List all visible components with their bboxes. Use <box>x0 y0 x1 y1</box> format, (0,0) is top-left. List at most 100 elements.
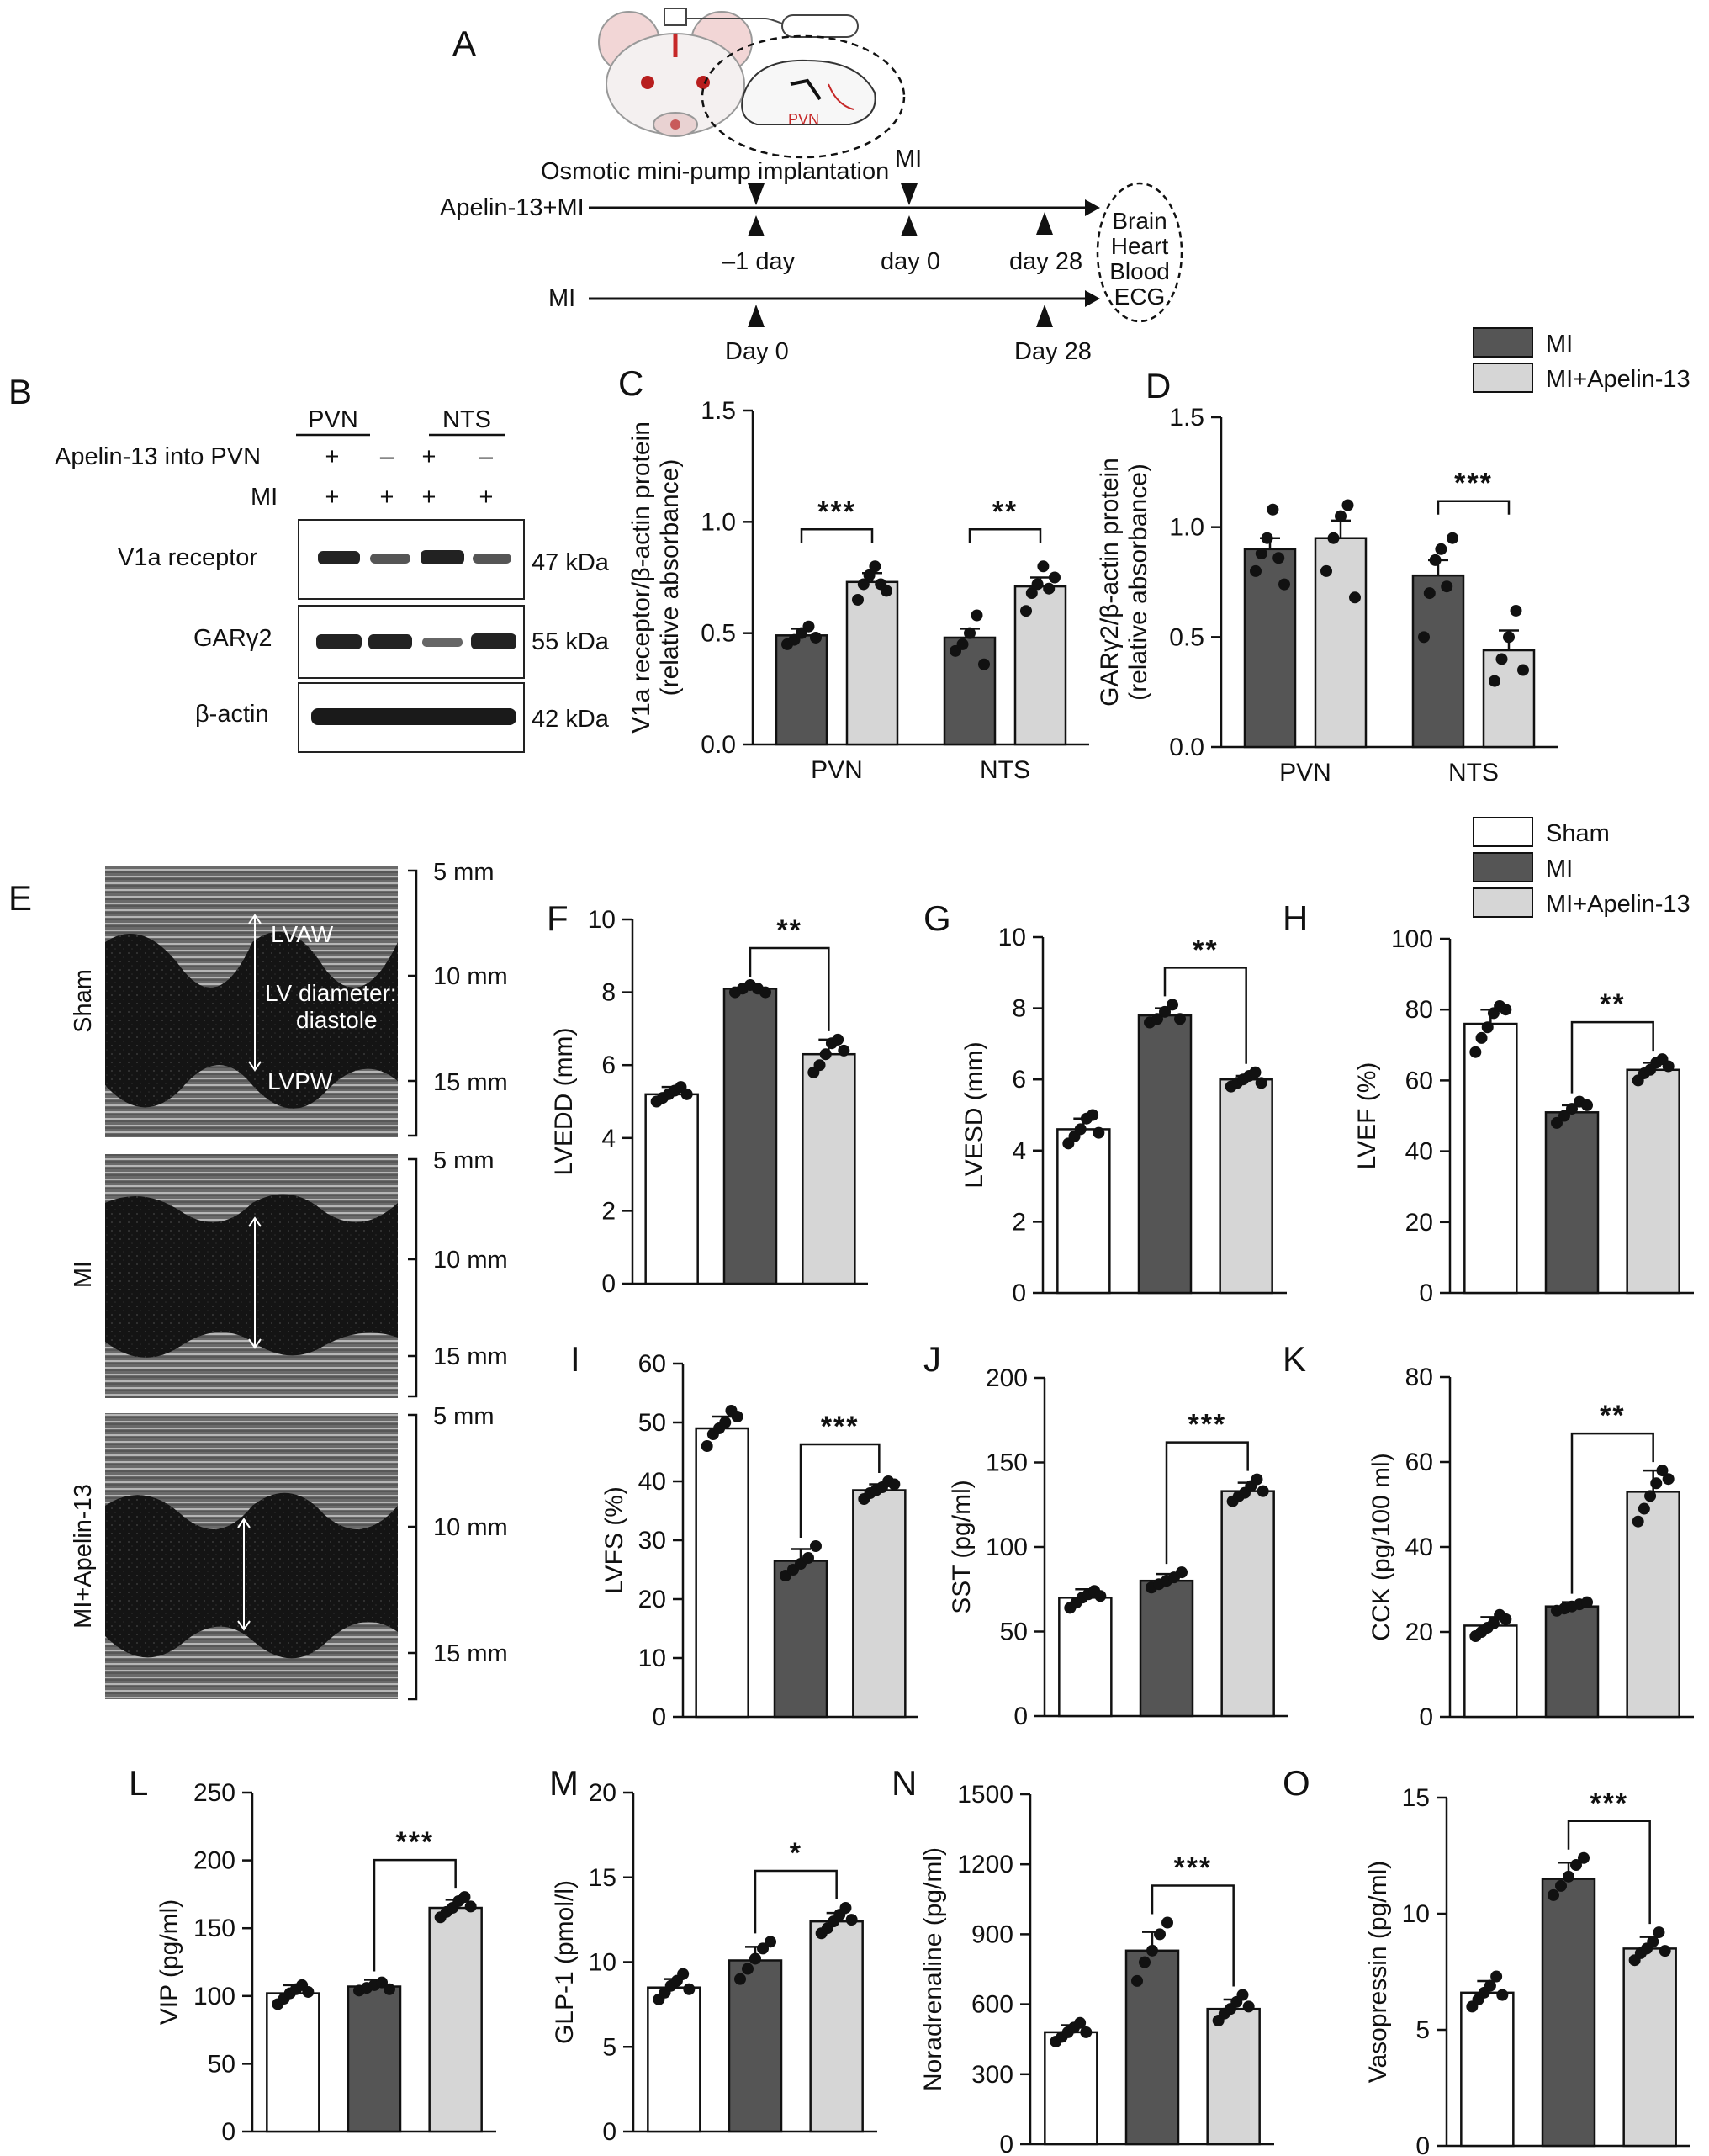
panel-letter-n: N <box>892 1763 917 1803</box>
sign: + <box>325 443 340 470</box>
y-tick-label: 900 <box>971 1920 1013 1948</box>
data-point <box>719 1417 732 1428</box>
data-point <box>1154 1928 1166 1941</box>
y-axis-label: (relative absorbance) <box>1124 464 1152 701</box>
scale-label: 5 mm <box>433 859 495 886</box>
panel-e-letter: E <box>8 878 32 918</box>
data-point <box>683 1983 696 1995</box>
y-tick-label: 8 <box>1012 995 1026 1023</box>
bar <box>1460 1991 1515 2148</box>
g2-day0-marker-icon <box>748 305 765 327</box>
echo-scale-2: 5 mm 10 mm 15 mm <box>408 1147 508 1398</box>
y-tick-label: 0.5 <box>701 620 736 648</box>
data-point <box>1495 653 1508 665</box>
data-point <box>1043 582 1056 595</box>
y-axis-label: VIP (pg/ml) <box>156 1899 183 2026</box>
data-point <box>1167 999 1178 1011</box>
data-point <box>1555 1879 1567 1892</box>
chart-m: M 0 5 10 15 20 GLP-1 (pmol/l) * <box>549 1763 877 2146</box>
data-point <box>1049 571 1061 584</box>
bar <box>647 1986 701 2133</box>
data-point <box>458 1891 471 1904</box>
significance-label: ** <box>1600 988 1625 1020</box>
legend-mid: Sham MI MI+Apelin-13 <box>1473 817 1690 918</box>
y-tick-label: 100 <box>1391 925 1433 953</box>
pump-label: Osmotic mini-pump implantation <box>541 158 889 185</box>
data-point <box>869 560 881 573</box>
sign: + <box>325 484 340 511</box>
blot-actin: β-actin 42 kDa <box>195 682 610 753</box>
chart-o: O 0 5 10 15 Vasopressin (pg/ml) *** <box>1283 1763 1690 2156</box>
blot-label-actin: β-actin <box>195 701 269 728</box>
echo-mi <box>105 1154 398 1398</box>
data-point <box>1272 552 1285 564</box>
panel-letter-f: F <box>547 898 569 938</box>
bar <box>1219 1078 1273 1295</box>
sign: + <box>422 443 437 470</box>
data-point <box>857 578 870 591</box>
legend-top-apelin: MI+Apelin-13 <box>1546 366 1690 393</box>
data-point <box>734 1973 746 1985</box>
y-tick-label: 100 <box>986 1534 1028 1561</box>
data-point <box>680 1088 693 1100</box>
data-point <box>863 569 876 581</box>
y-tick-label: 50 <box>638 1409 666 1437</box>
blot-kda-v1a: 47 kDa <box>532 549 610 576</box>
y-tick-label: 8 <box>601 979 616 1007</box>
data-point <box>1025 587 1038 600</box>
data-point <box>1632 1515 1644 1528</box>
timeline-label-mi: MI <box>548 285 575 312</box>
y-tick-label: 1.0 <box>1169 514 1204 542</box>
y-tick-label: 0 <box>1012 1279 1026 1307</box>
brain-schematic: PVN <box>701 34 906 159</box>
y-tick-label: 600 <box>971 1991 1013 2019</box>
data-point <box>1647 1936 1659 1948</box>
chart-c: C 0.0 0.5 1.0 1.5 V1a receptor/β-actin protei… <box>618 363 1089 784</box>
y-tick-label: 10 <box>998 924 1026 951</box>
data-point <box>1261 532 1273 544</box>
data-point <box>1249 1066 1262 1078</box>
sign: – <box>380 443 394 470</box>
significance-bracket <box>1437 500 1511 515</box>
data-point <box>302 1985 315 1998</box>
data-point <box>677 1968 690 1980</box>
data-point <box>1131 1974 1143 1987</box>
bar <box>722 988 778 1285</box>
y-axis-label: (relative absorbance) <box>656 459 684 697</box>
y-tick-label: 20 <box>1405 1209 1433 1237</box>
scale-label: 10 mm <box>433 1514 508 1541</box>
echo-row-mi: MI <box>70 1261 97 1288</box>
x-tick-label: NTS <box>1448 759 1499 787</box>
y-axis-label: V1a receptor/β-actin protein <box>627 421 655 734</box>
data-point <box>759 986 771 999</box>
scale-label: 15 mm <box>433 1343 508 1370</box>
data-point <box>1469 1046 1482 1058</box>
bar <box>852 1489 907 1719</box>
significance-label: * <box>790 1837 802 1869</box>
y-tick-label: 10 <box>589 1949 616 1977</box>
y-axis-label: SST (pg/ml) <box>948 1480 976 1613</box>
data-point <box>1267 503 1279 516</box>
y-tick-label: 150 <box>193 1915 235 1942</box>
charts-layer: C 0.0 0.5 1.0 1.5 V1a receptor/β-actin protei… <box>129 363 1694 2156</box>
data-point <box>749 1952 761 1965</box>
bar <box>695 1427 749 1719</box>
y-axis-label: LVEDD (mm) <box>550 1027 578 1175</box>
sign: + <box>380 484 394 511</box>
data-point <box>838 1044 850 1057</box>
scale-label: 10 mm <box>433 1247 508 1274</box>
data-point <box>376 1976 388 1989</box>
chart-n: N 0 300 600 900 1200 1500 Noradrenaline (pg/ml)… <box>892 1763 1274 2156</box>
bar <box>1243 548 1297 749</box>
blot-v1a: V1a receptor 47 kDa <box>118 519 610 600</box>
bar <box>845 580 899 746</box>
data-point <box>1644 1490 1657 1502</box>
y-tick-label: 200 <box>986 1364 1028 1392</box>
data-point <box>1570 1859 1582 1872</box>
y-tick-label: 300 <box>971 2061 1013 2089</box>
significance-bracket <box>1165 1441 1249 1565</box>
data-point <box>964 627 976 639</box>
data-point <box>1341 499 1354 511</box>
y-tick-label: 1500 <box>957 1781 1013 1809</box>
significance-bracket <box>1151 1884 1235 1987</box>
